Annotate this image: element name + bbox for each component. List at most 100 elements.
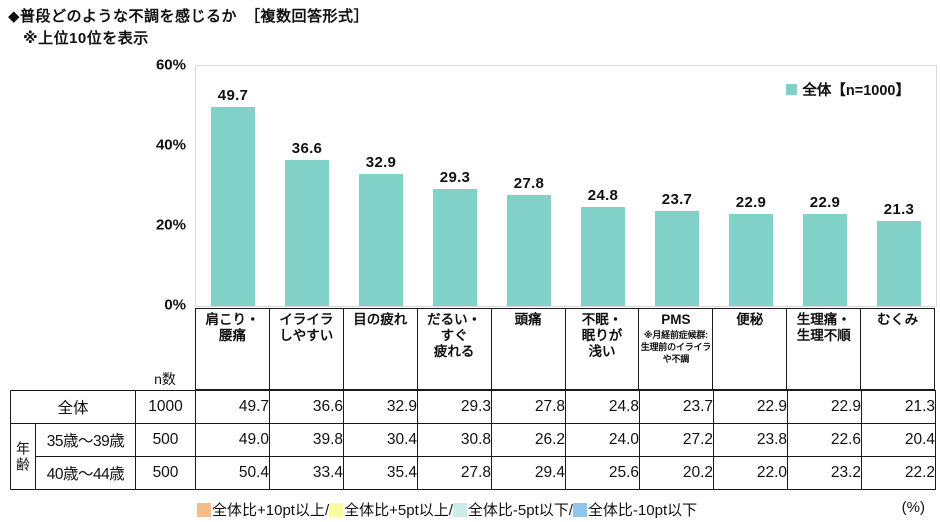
series-color-swatch: [786, 84, 798, 95]
bar: [433, 188, 477, 306]
page-subtitle: ※上位10位を表示: [23, 30, 149, 47]
bar: [285, 159, 329, 306]
table-row: 年齢 35歳～39歳 500 49.0 39.8 30.4 30.8 26.2 24.0 27.2…: [10, 423, 936, 490]
threshold-legend-item: 全体比+5pt以上/: [329, 499, 453, 520]
value-cell: 35.4: [343, 456, 418, 490]
value-cell: 50.4: [195, 456, 270, 490]
n-value-cell: 500: [135, 456, 196, 490]
y-axis-tick-label: 60%: [155, 56, 186, 74]
bar-value-label: 22.9: [735, 194, 767, 212]
bar-column: 36.6: [270, 66, 344, 306]
value-cell: 39.8: [269, 423, 344, 457]
bar-value-label: 32.9: [365, 154, 397, 172]
category-header-cell: 頭痛: [491, 308, 566, 390]
table-row: 全体 1000 49.7 36.6 32.9 29.3 27.8 24.8 23.7 22.9 22…: [10, 390, 936, 424]
stats-table: 全体 1000 49.7 36.6 32.9 29.3 27.8 24.8 23.7 22.9 22…: [10, 390, 936, 490]
category-label-line: 便秘: [736, 312, 764, 327]
row-group-label: 年齢: [10, 423, 36, 490]
value-cell: 49.7: [195, 390, 270, 424]
category-label-line: 眠りが: [581, 328, 623, 344]
threshold-color-swatch: [197, 502, 211, 517]
category-label-line: しやすい: [279, 328, 334, 344]
value-cell: 22.9: [787, 390, 862, 424]
category-label-line: 生理不順: [796, 328, 851, 344]
category-label-line: PMS: [661, 312, 691, 327]
bar-value-label: 49.7: [217, 87, 249, 105]
bar: [803, 214, 847, 306]
bar-value-label: 36.6: [291, 139, 323, 157]
bar: [359, 174, 403, 306]
value-cell: 26.2: [491, 423, 566, 457]
value-cell: 32.9: [343, 390, 418, 424]
category-label-line: 頭痛: [514, 312, 542, 327]
value-cell: 22.2: [861, 456, 936, 490]
bar: [211, 107, 255, 306]
category-label-line: だるい・: [427, 312, 482, 327]
category-header-cell: 生理痛・ 生理不順: [787, 308, 862, 390]
page-title: ◆普段どのような不調を感じるか ［複数回答形式］: [8, 8, 370, 25]
threshold-color-swatch: [452, 502, 467, 517]
category-header-row: 肩こり・ 腰痛 イライラ しやすい 目の疲れ だるい・ すぐ 疲れる 頭痛 不眠・ 眠りが 浅い PMS…: [195, 308, 936, 390]
value-cell: 22.6: [787, 423, 862, 457]
bar-column: 32.9: [344, 66, 418, 306]
category-header-cell: 肩こり・ 腰痛: [195, 308, 270, 390]
category-note: ※月経前症候群:生理前のイライラや不調: [640, 330, 712, 365]
n-column-header: n数: [154, 371, 176, 387]
table-row: 40歳～44歳 500 50.4 33.4 35.4 27.8 29.4 25.6 20.2 22…: [11, 456, 936, 490]
value-cell: 22.0: [713, 456, 788, 490]
bar-value-label: 23.7: [661, 191, 693, 209]
value-cell: 30.8: [417, 423, 492, 457]
bar-column: 29.3: [418, 66, 492, 306]
category-header-cell: 便秘: [713, 308, 788, 390]
bar-value-label: 24.8: [587, 186, 619, 204]
bar-chart-plot-area: 49.7 36.6 32.9 29.3 27.8 24.8 23.7 22.9 22.9 21.3…: [195, 65, 937, 307]
bar-column: 24.8: [566, 66, 640, 306]
row-label-age: 40歳～44歳: [35, 456, 136, 490]
y-axis-tick-label: 20%: [155, 216, 186, 234]
category-header-cell: むくみ: [861, 308, 936, 390]
row-label-total: 全体: [10, 390, 136, 424]
category-label-line: 疲れる: [433, 344, 475, 360]
value-cell: 25.6: [565, 456, 640, 490]
value-cell: 23.8: [713, 423, 788, 457]
category-header-cell: だるい・ すぐ 疲れる: [417, 308, 492, 390]
bar-value-label: 22.9: [809, 194, 841, 212]
threshold-legend-item: 全体比-10pt以下: [572, 499, 698, 520]
threshold-color-swatch: [572, 502, 587, 517]
value-cell: 21.3: [861, 390, 936, 424]
value-cell: 33.4: [269, 456, 344, 490]
value-cell: 29.3: [417, 390, 492, 424]
threshold-legend-label: 全体比-10pt以下: [587, 502, 698, 519]
bar: [507, 194, 551, 306]
category-header-cell: 目の疲れ: [343, 308, 418, 390]
category-label-line: すぐ: [440, 328, 468, 344]
value-cell: 27.8: [417, 456, 492, 490]
value-cell: 20.4: [861, 423, 936, 457]
bar-value-label: 27.8: [513, 174, 545, 192]
category-label-line: むくみ: [877, 312, 919, 327]
chart-legend: 全体【n=1000】: [786, 79, 910, 100]
threshold-legend-label: 全体比+5pt以上/: [344, 502, 453, 519]
category-label-line: 不眠・: [581, 312, 623, 327]
category-label-line: 腰痛: [218, 328, 246, 344]
value-cell: 27.8: [491, 390, 566, 424]
category-label-line: 肩こり・: [205, 312, 260, 327]
bar: [581, 206, 625, 306]
value-cell: 22.9: [713, 390, 788, 424]
threshold-legend-item: 全体比-5pt以下/: [452, 499, 573, 520]
category-label-line: 浅い: [588, 344, 616, 360]
category-header-cell: イライラ しやすい: [269, 308, 344, 390]
value-cell: 29.4: [491, 456, 566, 490]
bar: [729, 214, 773, 306]
y-axis-tick-label: 40%: [155, 136, 186, 154]
value-cell: 24.8: [565, 390, 640, 424]
bar-column: 23.7: [640, 66, 714, 306]
bar-value-label: 21.3: [883, 200, 915, 218]
value-cell: 23.2: [787, 456, 862, 490]
row-label-age: 35歳～39歳: [35, 423, 136, 457]
category-label-line: 目の疲れ: [353, 312, 408, 327]
value-cell: 20.2: [639, 456, 714, 490]
threshold-legend-item: 全体比+10pt以上/: [197, 499, 329, 520]
bar: [655, 211, 699, 306]
